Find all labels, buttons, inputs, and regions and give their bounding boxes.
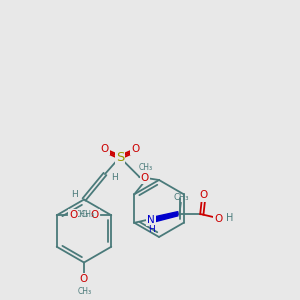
Text: O: O [80, 274, 88, 284]
Text: CH₃: CH₃ [77, 286, 92, 296]
Text: O: O [69, 210, 77, 220]
Text: O: O [214, 214, 222, 224]
Text: O: O [200, 190, 208, 200]
Text: N: N [147, 215, 155, 225]
Text: CH₃: CH₃ [139, 163, 153, 172]
Text: H: H [226, 213, 233, 223]
Text: O: O [100, 144, 109, 154]
Text: CH₃: CH₃ [74, 210, 88, 219]
Text: O: O [141, 173, 149, 183]
Text: CH₃: CH₃ [173, 194, 189, 202]
Text: O: O [91, 210, 99, 220]
Text: S: S [116, 151, 124, 164]
Text: H: H [71, 190, 78, 199]
Text: H: H [111, 173, 117, 182]
Text: O: O [131, 144, 140, 154]
Text: H: H [148, 225, 155, 234]
Text: CH₃: CH₃ [80, 210, 94, 219]
Polygon shape [155, 212, 178, 222]
